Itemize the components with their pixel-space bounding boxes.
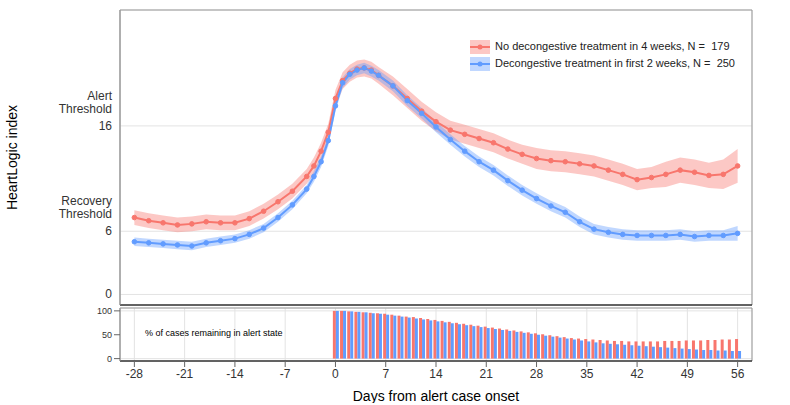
svg-text:35: 35 <box>580 367 594 381</box>
svg-text:Threshold: Threshold <box>59 102 112 116</box>
svg-text:56: 56 <box>731 367 745 381</box>
svg-text:Threshold: Threshold <box>59 207 112 221</box>
svg-text:-28: -28 <box>126 367 144 381</box>
svg-text:0: 0 <box>332 367 339 381</box>
html-text:Decongestive treatment in firs: Decongestive treatment in first 2 weeks,… <box>495 57 735 69</box>
svg-text:Days from alert case onset: Days from alert case onset <box>353 388 520 403</box>
svg-text:6: 6 <box>105 224 112 238</box>
svg-text:-7: -7 <box>280 367 291 381</box>
svg-text:50: 50 <box>102 330 112 340</box>
svg-text:0: 0 <box>107 354 112 364</box>
svg-text:49: 49 <box>681 367 695 381</box>
svg-text:-21: -21 <box>176 367 194 381</box>
svg-text:21: 21 <box>480 367 494 381</box>
svg-text:14: 14 <box>429 367 443 381</box>
html-text:% of cases remaining in alert: % of cases remaining in alert state <box>145 328 283 338</box>
svg-text:Recovery: Recovery <box>61 194 112 208</box>
svg-text:16: 16 <box>99 119 113 133</box>
svg-text:HeartLogic index: HeartLogic index <box>8 105 20 210</box>
svg-text:-14: -14 <box>226 367 244 381</box>
svg-text:7: 7 <box>382 367 389 381</box>
svg-text:42: 42 <box>630 367 644 381</box>
svg-text:100: 100 <box>97 306 112 316</box>
svg-text:28: 28 <box>530 367 544 381</box>
html-text:No decongestive treatment in 4: No decongestive treatment in 4 weeks, N … <box>495 40 730 52</box>
svg-text:Alert: Alert <box>87 89 112 103</box>
svg-text:0: 0 <box>105 287 112 301</box>
